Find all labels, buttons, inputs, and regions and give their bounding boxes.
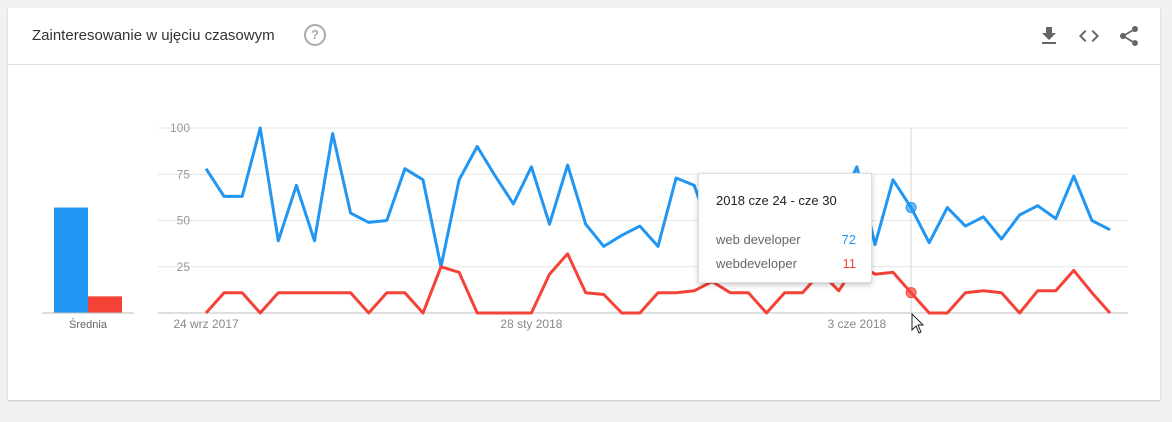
y-tick-label: 75 (177, 167, 191, 181)
y-tick-label: 25 (177, 260, 191, 274)
help-circle-icon[interactable]: ? (304, 24, 326, 46)
tooltip-series1-name: web developer (716, 232, 801, 247)
share-icon[interactable] (1117, 24, 1141, 48)
embed-code-icon[interactable] (1077, 24, 1101, 48)
interest-chart: 100 75 50 25 24 wrz 2017 28 sty 2018 3 cze 201… (42, 121, 1128, 334)
tooltip-series2-value: 11 (842, 256, 857, 271)
x-tick-label: 28 sty 2018 (500, 317, 562, 331)
download-icon[interactable] (1037, 24, 1061, 48)
tooltip-row-series2: webdeveloper 11 (716, 256, 856, 271)
interest-over-time-card: Zainteresowanie w ujęciu czasowym ? 100 7… (8, 8, 1160, 400)
series-line-1 (204, 126, 1111, 269)
y-tick-label: 50 (177, 214, 191, 228)
mouse-cursor-icon (911, 312, 925, 334)
x-tick-label: 24 wrz 2017 (173, 317, 239, 331)
tooltip-date: 2018 cze 24 - cze 30 (716, 193, 837, 208)
tooltip-series2-name: webdeveloper (716, 256, 797, 271)
series-line-2 (204, 252, 1112, 315)
hover-point-2 (905, 287, 917, 299)
tooltip: 2018 cze 24 - cze 30 web developer 72 we… (698, 173, 872, 283)
average-bar-1 (54, 207, 88, 313)
card-title: Zainteresowanie w ujęciu czasowym (32, 27, 275, 44)
average-bar-2 (88, 296, 122, 313)
average-label: Średnia (69, 318, 108, 331)
tooltip-row-series1: web developer 72 (716, 232, 856, 247)
card-header: Zainteresowanie w ujęciu czasowym ? (8, 8, 1160, 65)
x-tick-label: 3 cze 2018 (828, 317, 887, 331)
hover-point-1 (905, 202, 917, 214)
y-tick-label: 100 (170, 121, 190, 135)
tooltip-series1-value: 72 (841, 232, 856, 247)
